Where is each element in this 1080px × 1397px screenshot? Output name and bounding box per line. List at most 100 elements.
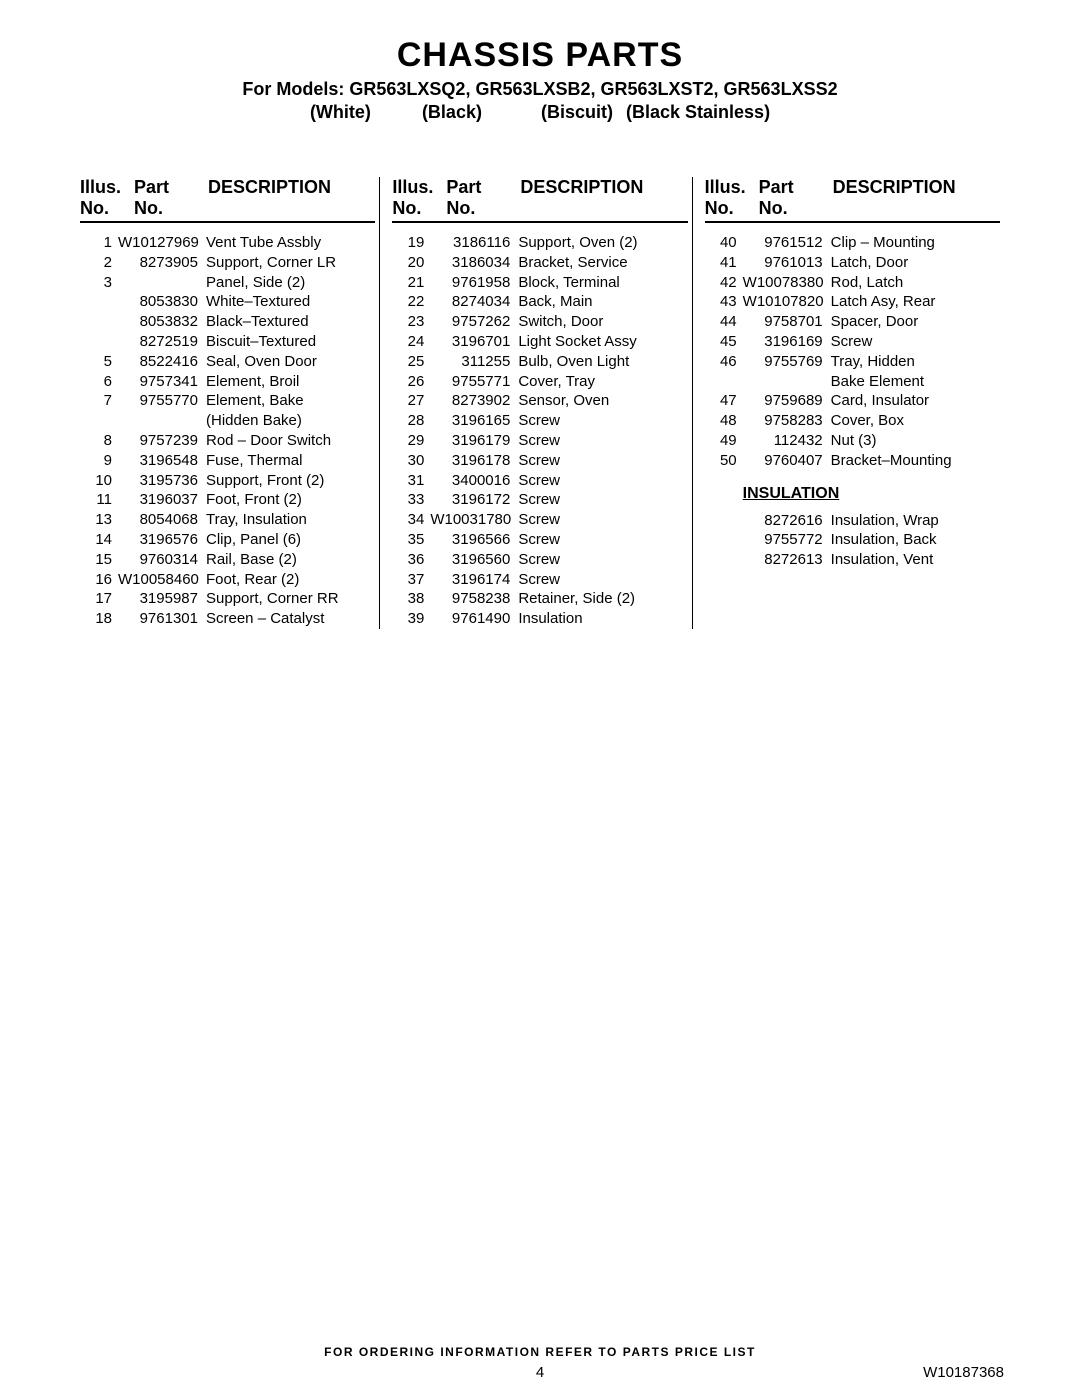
part-description: Screen – Catalyst [204, 609, 375, 629]
illus-no: 8 [80, 431, 118, 451]
parts-row: 159760314Rail, Base (2) [80, 550, 375, 570]
illus-no: 27 [392, 391, 430, 411]
illus-no: 10 [80, 471, 118, 491]
parts-row: 373196174Screw [392, 570, 687, 590]
part-no: 3400016 [430, 471, 516, 491]
illus-no: 38 [392, 589, 430, 609]
illus-no: 21 [392, 273, 430, 293]
part-no: 9757262 [430, 312, 516, 332]
illus-no [80, 312, 118, 332]
part-no: 3195987 [118, 589, 204, 609]
illus-no: 18 [80, 609, 118, 629]
illus-no: 1 [80, 233, 118, 253]
parts-row: 25311255Bulb, Oven Light [392, 352, 687, 372]
part-no: 3186116 [430, 233, 516, 253]
parts-column-3: Illus.No. PartNo. DESCRIPTION 409761512C… [692, 177, 1004, 629]
part-description: Cover, Tray [516, 372, 687, 392]
parts-row: 8272519Biscuit–Textured [80, 332, 375, 352]
part-no: 3196560 [430, 550, 516, 570]
parts-row: 228274034Back, Main [392, 292, 687, 312]
part-description: Sensor, Oven [516, 391, 687, 411]
illus-no: 25 [392, 352, 430, 372]
parts-row: 34W10031780Screw [392, 510, 687, 530]
part-no: 9755770 [118, 391, 204, 411]
parts-row: 113196037Foot, Front (2) [80, 490, 375, 510]
part-description: Bulb, Oven Light [516, 352, 687, 372]
parts-row: 189761301Screen – Catalyst [80, 609, 375, 629]
part-description: Element, Broil [204, 372, 375, 392]
part-no: 8522416 [118, 352, 204, 372]
parts-row: 353196566Screw [392, 530, 687, 550]
part-description: Rail, Base (2) [204, 550, 375, 570]
part-no: 3196169 [743, 332, 829, 352]
parts-row: 333196172Screw [392, 490, 687, 510]
illus-no: 3 [80, 273, 118, 293]
parts-row: 8272613Insulation, Vent [705, 550, 1000, 570]
part-description: Switch, Door [516, 312, 687, 332]
parts-row: 3Panel, Side (2) [80, 273, 375, 293]
illus-no: 11 [80, 490, 118, 510]
parts-row: 453196169Screw [705, 332, 1000, 352]
parts-row: 93196548Fuse, Thermal [80, 451, 375, 471]
parts-row: 138054068Tray, Insulation [80, 510, 375, 530]
parts-row: 409761512Clip – Mounting [705, 233, 1000, 253]
parts-row: 479759689Card, Insulator [705, 391, 1000, 411]
parts-row: 143196576Clip, Panel (6) [80, 530, 375, 550]
part-description: (Hidden Bake) [204, 411, 375, 431]
part-no: 8053830 [118, 292, 204, 312]
illus-no: 35 [392, 530, 430, 550]
part-description: Rod, Latch [829, 273, 1000, 293]
illus-no: 23 [392, 312, 430, 332]
illus-no: 45 [705, 332, 743, 352]
parts-row: (Hidden Bake) [80, 411, 375, 431]
part-no: 9757239 [118, 431, 204, 451]
part-description: Cover, Box [829, 411, 1000, 431]
part-description: Screw [516, 510, 687, 530]
parts-row: 363196560Screw [392, 550, 687, 570]
illus-no [705, 511, 743, 531]
parts-row: Bake Element [705, 372, 1000, 392]
illus-no: 22 [392, 292, 430, 312]
part-no: 3196701 [430, 332, 516, 352]
part-no: 3195736 [118, 471, 204, 491]
parts-row: 58522416Seal, Oven Door [80, 352, 375, 372]
illus-no [80, 292, 118, 312]
illus-no: 44 [705, 312, 743, 332]
part-no [743, 372, 829, 392]
color-label: (Biscuit) [541, 102, 613, 123]
document-id: W10187368 [923, 1364, 1004, 1381]
part-no [118, 411, 204, 431]
illus-no: 49 [705, 431, 743, 451]
illus-no: 20 [392, 253, 430, 273]
part-no: 9755771 [430, 372, 516, 392]
models-line: For Models: GR563LXSQ2, GR563LXSB2, GR56… [0, 79, 1080, 100]
part-description: Support, Corner RR [204, 589, 375, 609]
illus-no: 41 [705, 253, 743, 273]
parts-row: 9755772Insulation, Back [705, 530, 1000, 550]
part-no: 3196178 [430, 451, 516, 471]
header-illus: Illus.No. [705, 177, 759, 219]
part-no: 8272613 [743, 550, 829, 570]
part-no: 3196179 [430, 431, 516, 451]
illus-no [80, 411, 118, 431]
header-desc: DESCRIPTION [833, 177, 1000, 219]
illus-no: 9 [80, 451, 118, 471]
illus-no [705, 550, 743, 570]
parts-row: 278273902Sensor, Oven [392, 391, 687, 411]
part-description: Light Socket Assy [516, 332, 687, 352]
part-description: Screw [516, 451, 687, 471]
part-description: Latch, Door [829, 253, 1000, 273]
part-no: 8054068 [118, 510, 204, 530]
header-desc: DESCRIPTION [208, 177, 375, 219]
illus-no: 15 [80, 550, 118, 570]
illus-no: 34 [392, 510, 430, 530]
illus-no: 6 [80, 372, 118, 392]
illus-no: 13 [80, 510, 118, 530]
illus-no: 36 [392, 550, 430, 570]
part-description: Support, Corner LR [204, 253, 375, 273]
column-header: Illus.No. PartNo. DESCRIPTION [80, 177, 375, 223]
illus-no: 2 [80, 253, 118, 273]
part-no: 9759689 [743, 391, 829, 411]
parts-row: 313400016Screw [392, 471, 687, 491]
illus-no [80, 332, 118, 352]
